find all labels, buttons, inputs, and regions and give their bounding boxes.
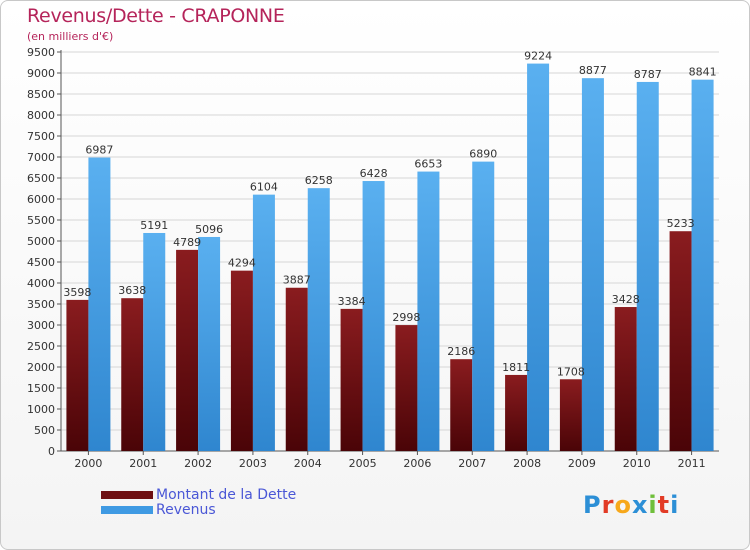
data-label-dette: 5233 (667, 217, 695, 230)
y-tick-label: 500 (34, 424, 55, 437)
bar-revenus (527, 63, 550, 451)
logo-letter: r (601, 491, 615, 519)
data-label-revenus: 8841 (689, 66, 717, 79)
y-tick-label: 3500 (27, 298, 55, 311)
proxiti-logo: Proxiti (583, 491, 679, 519)
x-tick-label: 2005 (349, 457, 377, 470)
legend-swatch-revenus (101, 505, 153, 514)
legend-label-revenus: Revenus (156, 501, 216, 518)
legend-item-revenus: Revenus (101, 501, 296, 518)
data-label-revenus: 6987 (85, 144, 113, 157)
y-tick-label: 0 (48, 445, 55, 458)
y-tick-label: 5500 (27, 214, 55, 227)
data-label-dette: 3887 (283, 274, 311, 287)
bar-revenus (417, 171, 440, 451)
bar-revenus (581, 78, 604, 451)
y-tick-label: 2000 (27, 361, 55, 374)
x-tick-label: 2003 (239, 457, 267, 470)
x-tick-label: 2002 (184, 457, 212, 470)
bar-dette (230, 270, 253, 451)
bar-dette (121, 298, 144, 451)
bar-dette (340, 308, 363, 451)
legend: Montant de la Dette Revenus (101, 486, 297, 518)
bar-revenus (362, 181, 385, 452)
bar-revenus (691, 79, 714, 451)
data-label-revenus: 8877 (579, 64, 607, 77)
data-label-revenus: 6104 (250, 181, 278, 194)
data-label-dette: 1708 (557, 365, 585, 378)
data-label-revenus: 5096 (195, 223, 223, 236)
bar-revenus (88, 157, 111, 451)
bar-revenus (472, 161, 495, 451)
bar-dette (176, 249, 199, 451)
data-label-dette: 3384 (338, 295, 366, 308)
data-label-dette: 3428 (612, 293, 640, 306)
bar-dette (505, 374, 528, 451)
logo-letter: i (670, 491, 680, 519)
logo-letter: x (631, 491, 649, 519)
y-tick-label: 6000 (27, 193, 55, 206)
legend-item-dette: Montant de la Dette (101, 486, 297, 503)
data-label-dette: 2186 (447, 345, 475, 358)
x-tick-label: 2009 (568, 457, 596, 470)
bar-dette (450, 359, 473, 451)
x-tick-label: 2007 (458, 457, 486, 470)
y-tick-label: 4000 (27, 277, 55, 290)
y-tick-label: 2500 (27, 340, 55, 353)
y-tick-label: 7000 (27, 151, 55, 164)
data-label-revenus: 9224 (524, 50, 552, 63)
y-tick-label: 4500 (27, 256, 55, 269)
x-tick-label: 2001 (129, 457, 157, 470)
bar-dette (559, 379, 582, 451)
y-tick-label: 8000 (27, 109, 55, 122)
x-tick-label: 2010 (623, 457, 651, 470)
data-label-revenus: 6653 (414, 158, 442, 171)
data-label-dette: 4294 (228, 257, 256, 270)
y-tick-label: 3000 (27, 319, 55, 332)
y-tick-label: 6500 (27, 172, 55, 185)
x-tick-label: 2011 (678, 457, 706, 470)
data-label-dette: 2998 (392, 311, 420, 324)
data-label-dette: 4789 (173, 236, 201, 249)
data-label-revenus: 6890 (469, 148, 497, 161)
data-label-dette: 3598 (63, 286, 91, 299)
chart-title: Revenus/Dette - CRAPONNE (27, 5, 285, 27)
data-label-revenus: 5191 (140, 219, 168, 232)
logo-letter: P (583, 491, 602, 519)
bar-revenus (307, 188, 330, 451)
x-tick-label: 2006 (403, 457, 431, 470)
y-tick-label: 9500 (27, 46, 55, 59)
bar-dette (614, 307, 637, 451)
data-label-dette: 1811 (502, 361, 530, 374)
y-tick-label: 9000 (27, 67, 55, 80)
bar-dette (66, 299, 89, 451)
x-tick-label: 2008 (513, 457, 541, 470)
data-label-revenus: 8787 (634, 68, 662, 81)
data-label-revenus: 6428 (360, 167, 388, 180)
chart-subtitle: (en milliers d'€) (27, 30, 114, 43)
x-tick-label: 2000 (74, 457, 102, 470)
x-tick-label: 2004 (294, 457, 322, 470)
y-tick-label: 5000 (27, 235, 55, 248)
data-label-revenus: 6258 (305, 174, 333, 187)
legend-swatch-dette (101, 490, 153, 499)
y-tick-label: 1000 (27, 403, 55, 416)
bar-dette (395, 325, 418, 451)
y-tick-label: 8500 (27, 88, 55, 101)
y-tick-label: 1500 (27, 382, 55, 395)
data-label-dette: 3638 (118, 284, 146, 297)
bar-revenus (252, 194, 275, 451)
y-tick-label: 7500 (27, 130, 55, 143)
bar-revenus (636, 81, 659, 452)
logo-letter: i (648, 491, 658, 519)
bar-dette (669, 231, 692, 451)
bar-dette (285, 287, 308, 451)
bar-revenus (143, 232, 166, 451)
logo-letter: t (657, 491, 671, 519)
bar-revenus (198, 236, 221, 451)
legend-label-dette: Montant de la Dette (156, 486, 297, 503)
logo-letter: o (614, 491, 632, 519)
